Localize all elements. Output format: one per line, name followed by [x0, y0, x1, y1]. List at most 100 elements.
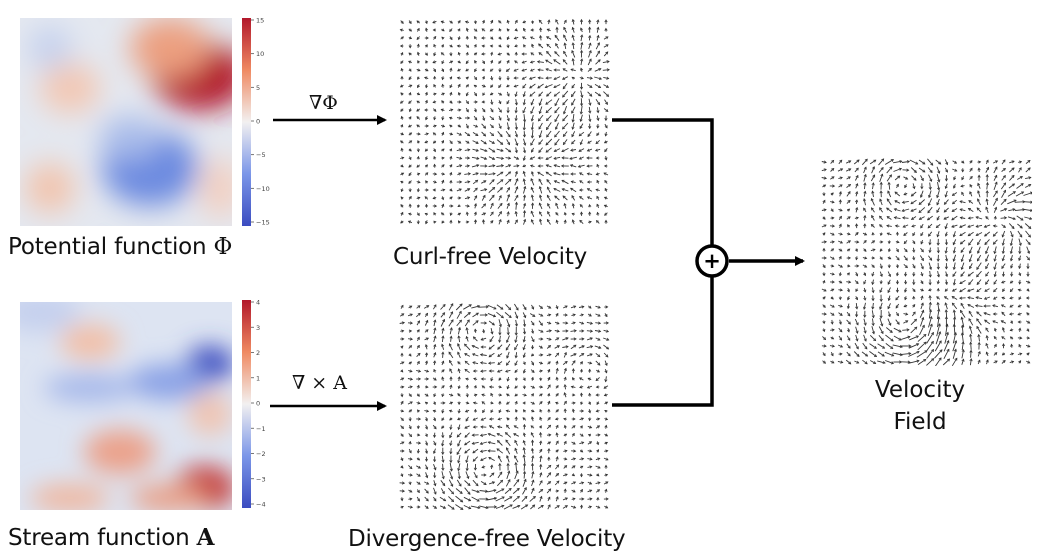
vector-glyph-head [863, 330, 867, 334]
vector-glyph-head [822, 199, 826, 203]
vector-glyph-head [473, 377, 477, 381]
vector-glyph-head [459, 164, 463, 168]
vector-glyph-head [440, 212, 445, 216]
vector-glyph [968, 200, 974, 204]
vector-glyph-head [490, 378, 494, 382]
vector-glyph [1008, 208, 1016, 212]
vector-glyph-head [856, 240, 860, 244]
vector-glyph [472, 361, 479, 365]
vector-glyph-head [538, 52, 542, 56]
vector-glyph-head [555, 449, 559, 453]
vector-glyph [571, 83, 576, 89]
vector-glyph-head [977, 182, 981, 186]
vector-glyph-head [464, 425, 468, 429]
vector-glyph-head [466, 164, 470, 168]
vector-glyph-head [449, 219, 453, 223]
vector-glyph-head [912, 282, 916, 286]
vector-glyph-head [606, 337, 610, 341]
vector-glyph-head [417, 441, 422, 445]
vector-glyph-head [490, 464, 494, 468]
vector-glyph-head [954, 168, 958, 172]
vector-glyph [424, 496, 429, 502]
vector-glyph-head [465, 109, 469, 113]
vector-glyph-head [929, 257, 933, 261]
vector-glyph [531, 122, 534, 130]
vector-glyph [985, 206, 989, 214]
vector-glyph-head [457, 326, 462, 331]
output-label-line1: Velocity [874, 377, 966, 403]
vector-glyph-head [961, 349, 965, 353]
vector-glyph-head [598, 329, 602, 333]
vector-glyph-head [928, 233, 931, 237]
vector-glyph-head [580, 313, 584, 317]
vector-glyph [588, 35, 591, 41]
vector-glyph [984, 224, 991, 228]
vector-glyph-head [522, 417, 526, 421]
vector-glyph [1001, 190, 1006, 198]
vector-glyph-head [401, 337, 405, 341]
vector-glyph [911, 216, 917, 220]
vector-glyph-head [1003, 182, 1007, 186]
vector-glyph-head [500, 306, 504, 310]
vector-glyph-head [856, 353, 860, 357]
vector-glyph-head [563, 202, 567, 206]
vector-glyph-head [904, 185, 908, 189]
vector-glyph-head [548, 337, 552, 341]
vector-glyph-head [465, 377, 469, 381]
vector-glyph [488, 352, 495, 358]
vector-glyph-head [588, 392, 592, 396]
vector-glyph-head [578, 172, 583, 176]
vector-glyph-head [953, 160, 958, 164]
vector-glyph-head [555, 376, 559, 380]
vector-glyph-head [604, 313, 608, 318]
vector-glyph-head [936, 281, 940, 285]
vector-glyph-head [571, 141, 575, 145]
vector-glyph-head [993, 250, 997, 255]
vector-glyph-head [1018, 265, 1022, 270]
vector-glyph-head [479, 353, 484, 357]
vector-glyph-head [457, 393, 461, 397]
vector-glyph [580, 139, 584, 145]
vector-glyph-head [847, 248, 851, 252]
vector-glyph [463, 504, 471, 510]
vector-glyph-head [434, 204, 438, 208]
vector-glyph [488, 156, 495, 160]
vector-glyph [496, 171, 504, 177]
vector-glyph [846, 216, 851, 220]
vector-glyph [433, 327, 436, 335]
vector-glyph-head [587, 401, 591, 406]
vector-glyph-head [514, 102, 518, 106]
vector-glyph-head [944, 226, 948, 230]
vector-glyph-head [424, 344, 428, 348]
vector-glyph-head [937, 308, 941, 312]
vector-glyph [993, 175, 998, 181]
vector-glyph-head [442, 483, 446, 487]
vector-glyph-head [400, 473, 404, 478]
vector-glyph-head [968, 242, 972, 246]
vector-glyph-head [598, 345, 602, 349]
vector-glyph-head [449, 401, 454, 405]
vector-glyph [595, 465, 601, 469]
vector-glyph-head [1009, 242, 1013, 247]
vector-glyph [870, 248, 876, 252]
vector-glyph-head [408, 156, 412, 161]
vector-glyph [537, 171, 544, 177]
vector-glyph [902, 217, 909, 219]
vector-glyph-head [476, 164, 480, 168]
vector-glyph-head [539, 440, 543, 444]
vector-glyph-head [457, 368, 461, 372]
vector-glyph-head [522, 462, 527, 466]
vector-glyph-head [977, 242, 980, 246]
vector-glyph-head [409, 140, 413, 144]
vector-glyph-head [555, 202, 559, 206]
vector-glyph [879, 215, 884, 221]
vector-glyph-head [433, 124, 437, 128]
vector-glyph-head [1027, 250, 1031, 255]
vector-glyph [879, 271, 883, 277]
vector-glyph-head [564, 473, 568, 477]
vector-glyph-head [433, 220, 437, 224]
vector-glyph-head [1019, 234, 1023, 238]
vector-glyph-head [485, 497, 489, 501]
vector-glyph-head [490, 59, 494, 64]
vector-glyph-head [976, 250, 981, 254]
